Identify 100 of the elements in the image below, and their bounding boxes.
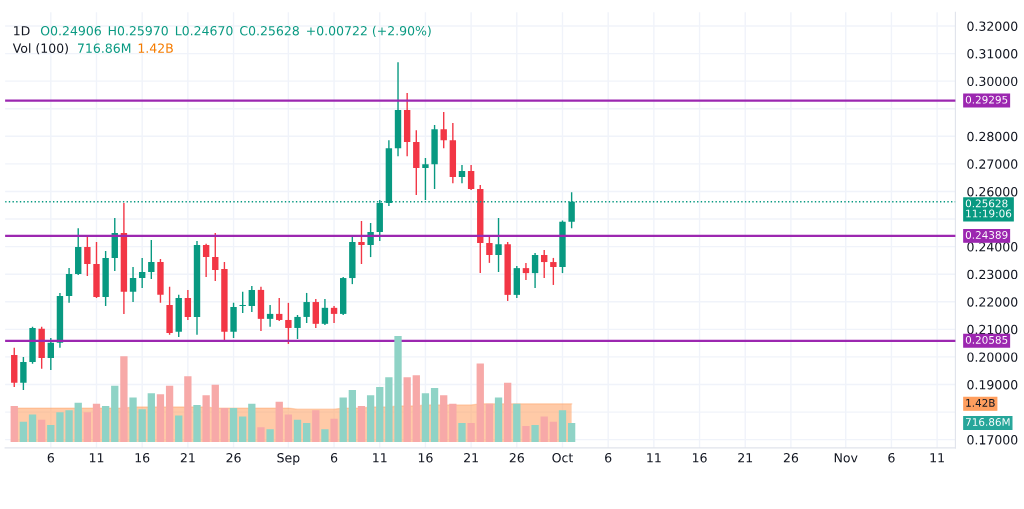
x-tick-label: 11 [647, 453, 661, 463]
y-tick-label: 0.17000 [967, 435, 1018, 445]
text: 716.86M [965, 418, 1010, 426]
candlestick [330, 305, 338, 324]
annotation: H0.25970 [108, 25, 168, 36]
candlestick [358, 220, 365, 265]
candlestick [321, 298, 329, 326]
bar [111, 385, 119, 442]
bar [476, 363, 484, 442]
bar [467, 422, 475, 442]
bar [531, 425, 539, 442]
annotation: O0.24906 [40, 25, 101, 36]
candlestick [550, 257, 557, 286]
x-tick-label: 6 [605, 453, 612, 463]
bar [430, 387, 439, 442]
ref-line-label: 0.25628 11:19:06 [965, 199, 1012, 218]
ref-line-label: 0.20585 [965, 335, 1008, 344]
x-tick-label: 26 [783, 453, 799, 463]
bar [522, 426, 530, 442]
candlestick [458, 164, 466, 184]
bar [147, 393, 155, 442]
x-tick-label: 21 [464, 453, 478, 463]
y-tick-label: 0.23000 [967, 269, 1018, 280]
candlestick [84, 236, 91, 277]
annotation: C0.25628 [240, 25, 299, 36]
bar [47, 425, 55, 442]
candlestick [148, 239, 155, 280]
x-tick-label: Nov [834, 453, 858, 463]
bar [248, 403, 256, 442]
x-tick-label: 16 [418, 453, 433, 463]
candlestick [202, 243, 210, 278]
candlestick [440, 111, 447, 149]
ref-line-label: 0.29295 [965, 95, 1008, 104]
candlestick [285, 302, 292, 345]
bar [175, 415, 183, 442]
bar [101, 405, 110, 442]
bar [156, 394, 165, 442]
bar [558, 410, 567, 442]
x-tick-label: 6 [330, 453, 338, 463]
bar [10, 405, 18, 442]
x-tick-label: 26 [226, 453, 241, 463]
bar [458, 422, 466, 442]
x-tick-label: 6 [47, 453, 54, 463]
bar [193, 404, 201, 442]
candlestick [20, 356, 27, 391]
candlestick [65, 267, 73, 304]
text: 716.86M [78, 43, 131, 53]
bar [239, 416, 247, 442]
candlestick [312, 298, 319, 329]
bar [38, 419, 46, 442]
bar [19, 421, 28, 442]
y-tick-label: 0.20000 [967, 352, 1018, 362]
x-tick-label: 16 [135, 453, 150, 463]
bar [302, 422, 311, 442]
bar [275, 401, 283, 442]
bar [120, 356, 128, 442]
bar [339, 397, 347, 442]
x-tick-label: 21 [180, 453, 195, 463]
bar [129, 397, 137, 442]
bar [549, 421, 558, 442]
bar [504, 382, 512, 442]
candlestick [212, 232, 219, 282]
text: 1D [14, 26, 30, 36]
bar [138, 409, 146, 442]
bar [184, 376, 192, 442]
x-tick-label: 26 [509, 453, 524, 463]
bar [485, 403, 494, 442]
x-tick-label: 6 [888, 453, 895, 463]
bar [412, 375, 420, 442]
bar [266, 429, 274, 442]
ref-line-label: 0.24389 [965, 231, 1008, 239]
bar [28, 414, 37, 442]
bar [494, 397, 503, 442]
bar [321, 429, 329, 442]
candlestick [47, 337, 54, 371]
bar [357, 405, 366, 442]
bar [567, 422, 576, 442]
x-tick-label: 16 [692, 453, 707, 463]
candlestick [276, 297, 283, 322]
x-tick-label: 11 [89, 453, 104, 463]
bar [293, 419, 302, 442]
candlestick [486, 234, 493, 264]
bar [92, 403, 101, 442]
bar [440, 395, 448, 442]
annotation: L0.24670 [175, 25, 233, 36]
bar [403, 377, 411, 442]
y-tick-label: 0.32000 [967, 21, 1018, 31]
bar [229, 408, 238, 442]
candlestick [495, 217, 502, 273]
candlestick [184, 289, 192, 321]
y-tick-label: 0.22000 [967, 297, 1018, 307]
candlestick [531, 252, 539, 289]
bar [257, 427, 265, 442]
bar [376, 386, 384, 442]
bar [284, 414, 293, 442]
bar [366, 395, 375, 442]
candlestick [467, 164, 475, 191]
bar [165, 385, 174, 442]
y-tick-label: 0.28000 [967, 131, 1018, 142]
text: 1.42B [138, 43, 173, 53]
